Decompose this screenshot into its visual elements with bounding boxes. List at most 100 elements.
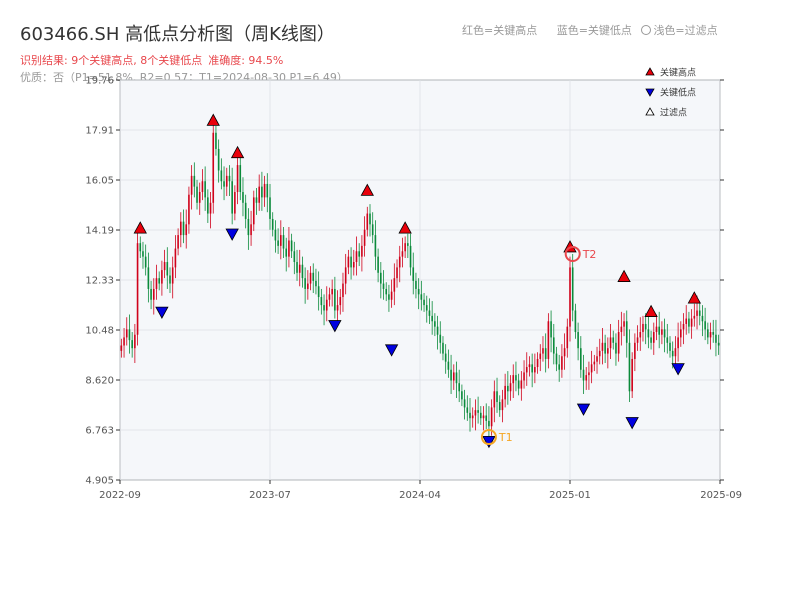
candle-body (496, 391, 498, 403)
candle-body (190, 175, 193, 195)
legend-red-text: 红色=关键高点 (462, 24, 538, 37)
candle-body (528, 364, 531, 368)
key-low-marker (625, 417, 639, 430)
candle-body (644, 323, 647, 330)
t2-circle (564, 245, 581, 262)
candle-body (369, 213, 371, 225)
candle-body (136, 243, 139, 335)
candle-body (412, 267, 415, 281)
x-tick-label: 2025-01 (549, 490, 591, 501)
candle-body (242, 192, 244, 203)
candle-body (634, 342, 636, 359)
candle-body (490, 407, 493, 427)
candle-body (693, 315, 696, 319)
candle-body (380, 272, 382, 284)
candle-body (274, 229, 277, 241)
candle-body (344, 267, 347, 284)
candle-body (544, 348, 547, 359)
y-tick-label: 12.33 (85, 276, 114, 287)
candle-body (315, 280, 317, 287)
x-tick-label: 2025-09 (700, 490, 742, 501)
key-high-marker (398, 221, 412, 234)
candle-body (352, 262, 355, 268)
candle-body (512, 375, 515, 384)
candle-body (261, 186, 263, 198)
candle-body (385, 288, 388, 295)
candle-body (631, 358, 633, 392)
candle-body (485, 415, 488, 421)
accuracy-text: 准确度: 94.5% (208, 54, 284, 67)
x-tick-label: 2022-09 (99, 490, 141, 501)
legend-light-text: 浅色=过滤点 (653, 24, 718, 37)
candle-body (331, 288, 333, 295)
candle-body (309, 272, 312, 284)
candle-body (396, 267, 398, 279)
candle-body (715, 334, 717, 343)
y-tick-label: 6.763 (85, 426, 114, 437)
candle-body (336, 305, 339, 311)
candle-body (458, 383, 460, 392)
key-high-marker (617, 269, 631, 282)
candle-body (377, 256, 379, 273)
candle-body (301, 264, 304, 279)
candle-body (444, 353, 447, 362)
key-high-marker (644, 304, 658, 317)
candle-body (355, 251, 358, 263)
candle-body (488, 420, 490, 427)
candle-body (128, 329, 131, 341)
candle-body (188, 194, 190, 225)
candle-body (661, 329, 663, 335)
candle-body (712, 332, 715, 335)
candle-body (423, 299, 425, 306)
candle-body (312, 272, 315, 281)
candle-body (147, 267, 150, 289)
candle-body (552, 337, 555, 354)
candle-body (704, 321, 706, 330)
candle-body (409, 245, 412, 268)
candle-body (515, 375, 517, 381)
candle-body (285, 248, 288, 257)
x-tick-label: 2024-04 (399, 490, 441, 501)
y-tick-label: 8.620 (85, 376, 114, 387)
candle-body (574, 310, 577, 333)
candle-body (561, 356, 563, 370)
key-low-marker (225, 228, 239, 241)
candle-body (150, 288, 152, 300)
key-high-marker (687, 291, 701, 304)
candle-body (669, 342, 671, 351)
candle-body (698, 310, 701, 316)
candle-body (658, 326, 660, 335)
legend-blue-text: 蓝色=关键低点 (556, 24, 632, 37)
candle-body (555, 353, 558, 365)
candle-body (371, 224, 374, 236)
candle-body (401, 251, 404, 257)
candle-body (436, 326, 439, 335)
key-low-marker (155, 306, 169, 319)
candle-body (582, 369, 585, 381)
candle-body (152, 288, 155, 300)
candle-body (120, 345, 123, 351)
y-tick-label: 4.905 (85, 476, 114, 487)
t1-circle (480, 429, 497, 446)
candle-body (212, 132, 215, 203)
candle-body (155, 278, 158, 289)
candle-body (628, 342, 631, 392)
candle-body (717, 342, 720, 346)
candle-body (480, 412, 482, 419)
key-low-marker (576, 403, 591, 416)
candle-body (350, 256, 352, 268)
candle-body (569, 267, 571, 327)
candle-body (169, 275, 171, 284)
candle-body (171, 267, 174, 284)
key-high-marker (206, 113, 220, 126)
candle-body (404, 243, 406, 252)
candle-body (158, 278, 160, 284)
candle-body (469, 412, 471, 419)
key-low-marker (482, 435, 496, 449)
candle-body (244, 202, 247, 219)
candle-body (236, 165, 239, 193)
candle-body (382, 283, 385, 289)
candle-body (390, 291, 393, 300)
candle-body (534, 367, 536, 373)
